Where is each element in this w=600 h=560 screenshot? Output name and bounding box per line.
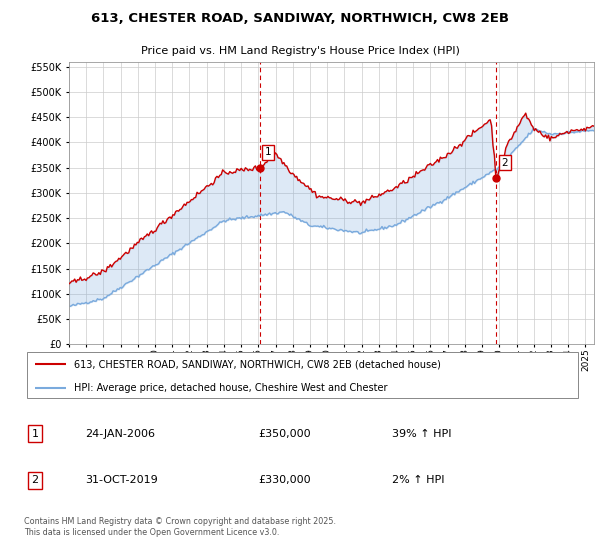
Text: HPI: Average price, detached house, Cheshire West and Chester: HPI: Average price, detached house, Ches… <box>74 383 388 393</box>
Text: £350,000: £350,000 <box>259 428 311 438</box>
Text: 1: 1 <box>32 428 38 438</box>
Text: £330,000: £330,000 <box>259 475 311 486</box>
Text: 2% ↑ HPI: 2% ↑ HPI <box>392 475 445 486</box>
Text: 2: 2 <box>32 475 39 486</box>
Text: 613, CHESTER ROAD, SANDIWAY, NORTHWICH, CW8 2EB (detached house): 613, CHESTER ROAD, SANDIWAY, NORTHWICH, … <box>74 359 441 369</box>
FancyBboxPatch shape <box>27 352 578 398</box>
Text: 613, CHESTER ROAD, SANDIWAY, NORTHWICH, CW8 2EB: 613, CHESTER ROAD, SANDIWAY, NORTHWICH, … <box>91 12 509 25</box>
Text: Price paid vs. HM Land Registry's House Price Index (HPI): Price paid vs. HM Land Registry's House … <box>140 46 460 56</box>
Text: 2: 2 <box>502 157 508 167</box>
Text: 31-OCT-2019: 31-OCT-2019 <box>85 475 158 486</box>
Text: 1: 1 <box>265 147 271 157</box>
Text: Contains HM Land Registry data © Crown copyright and database right 2025.
This d: Contains HM Land Registry data © Crown c… <box>24 517 336 536</box>
Text: 39% ↑ HPI: 39% ↑ HPI <box>392 428 452 438</box>
Text: 24-JAN-2006: 24-JAN-2006 <box>85 428 155 438</box>
